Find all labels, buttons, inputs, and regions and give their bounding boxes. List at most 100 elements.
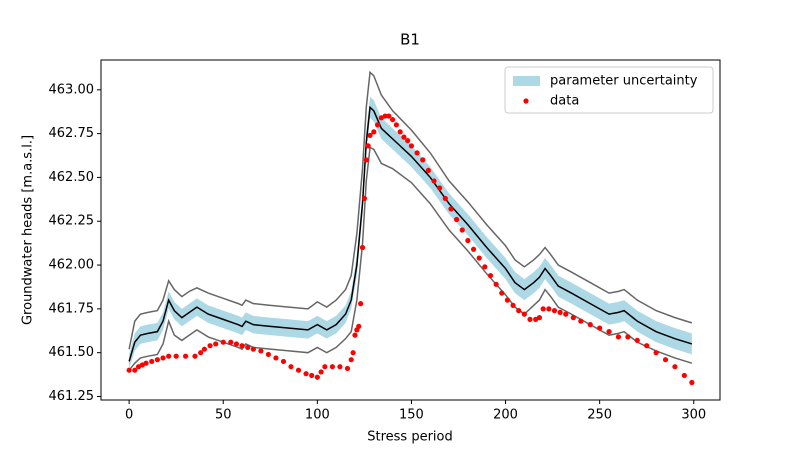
x-tick-label: 250 xyxy=(587,408,612,423)
data-point xyxy=(361,195,367,202)
data-point xyxy=(397,129,403,135)
data-point xyxy=(405,138,411,144)
data-point xyxy=(149,358,155,365)
line xyxy=(128,146,693,371)
data-point xyxy=(363,157,369,163)
line xyxy=(128,105,693,362)
data-point xyxy=(359,244,366,251)
data-point xyxy=(160,355,166,361)
legend-swatch xyxy=(513,76,540,86)
data-point xyxy=(265,351,272,358)
data-point xyxy=(448,206,454,212)
data-point xyxy=(493,281,499,287)
data-point xyxy=(352,332,358,338)
y-tick-label: 462.75 xyxy=(49,126,95,141)
data-point xyxy=(437,185,443,191)
data-point xyxy=(587,322,593,328)
y-tick-label: 462.00 xyxy=(49,258,95,273)
data-point xyxy=(578,318,584,324)
data-point xyxy=(551,308,558,314)
legend-label: parameter uncertainty xyxy=(550,74,698,89)
data-point xyxy=(681,372,687,379)
x-tick-label: 150 xyxy=(399,408,424,423)
data-point xyxy=(420,157,426,163)
data-point xyxy=(367,132,373,138)
data-point xyxy=(207,343,213,349)
data-point xyxy=(570,315,576,321)
data-point xyxy=(442,195,448,202)
data-point xyxy=(644,343,650,349)
data-point xyxy=(470,246,477,252)
data-point xyxy=(348,357,354,363)
data-point xyxy=(303,371,309,377)
data-point xyxy=(337,364,343,370)
data-point xyxy=(672,364,678,370)
data-point xyxy=(689,379,695,386)
data-point xyxy=(557,309,563,315)
data-point xyxy=(615,334,622,340)
legend-box xyxy=(504,66,714,114)
data-point xyxy=(382,113,388,119)
y-tick-label: 461.25 xyxy=(49,389,95,404)
data-point xyxy=(487,272,494,279)
data-point xyxy=(273,355,279,361)
data-point xyxy=(166,353,172,359)
data-point xyxy=(540,306,546,312)
data-point xyxy=(516,308,522,314)
x-tick-label: 200 xyxy=(493,408,518,423)
data-point xyxy=(386,113,392,119)
x-tick-label: 0 xyxy=(125,408,133,423)
data-point xyxy=(350,350,356,356)
data-point xyxy=(228,339,234,345)
data-point xyxy=(536,315,543,321)
data-point xyxy=(220,339,226,345)
data-point xyxy=(309,372,315,379)
y-tick-label: 461.75 xyxy=(49,301,95,316)
data-point xyxy=(431,178,437,184)
data-point xyxy=(143,360,149,366)
data-point xyxy=(425,167,431,174)
data-point xyxy=(322,364,328,370)
data-point xyxy=(182,353,189,359)
data-point xyxy=(198,350,204,356)
data-point xyxy=(358,301,364,307)
data-point xyxy=(318,369,324,375)
data-point xyxy=(390,116,396,123)
x-axis-label: Stress period xyxy=(367,430,453,445)
data-point xyxy=(288,364,294,370)
uncertainty-band xyxy=(129,96,692,369)
data-point xyxy=(258,348,264,354)
data-point xyxy=(401,134,407,140)
y-axis-label: Groundwater heads [m.a.s.l.] xyxy=(21,135,36,325)
data-point xyxy=(371,129,377,135)
data-point xyxy=(625,334,631,340)
data-point xyxy=(499,290,505,296)
data-point xyxy=(201,346,208,352)
legend-label: data xyxy=(550,94,579,109)
data-point xyxy=(546,306,552,312)
data-point xyxy=(597,325,603,331)
data-point xyxy=(239,343,245,349)
data-point xyxy=(653,350,659,356)
data-point xyxy=(414,150,420,156)
data-point xyxy=(510,302,516,308)
data-point xyxy=(245,344,251,351)
y-tick-label: 462.25 xyxy=(49,214,95,229)
data-point xyxy=(476,255,482,261)
x-tick-label: 50 xyxy=(215,408,232,423)
data-point xyxy=(314,374,320,380)
y-tick-label: 461.50 xyxy=(49,345,95,360)
data-point xyxy=(132,367,138,373)
data-point xyxy=(233,341,240,347)
data-point xyxy=(374,122,381,128)
legend-marker xyxy=(523,98,529,104)
y-tick-label: 462.50 xyxy=(49,170,95,185)
data-point xyxy=(408,143,415,149)
chart-title: B1 xyxy=(400,31,420,49)
data-point xyxy=(213,341,219,347)
data-point xyxy=(454,216,460,223)
data-point xyxy=(295,367,302,373)
data-point xyxy=(329,364,335,370)
data-point xyxy=(356,323,362,329)
